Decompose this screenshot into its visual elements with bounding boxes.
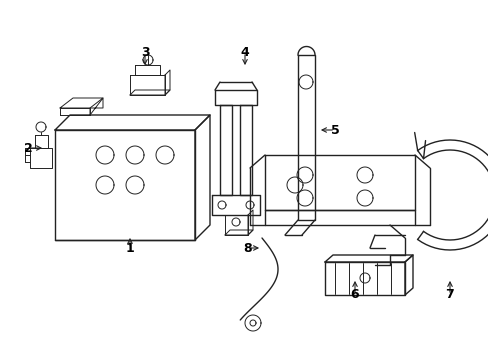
Text: 7: 7: [445, 288, 453, 302]
Text: 5: 5: [330, 123, 339, 136]
Text: 3: 3: [141, 45, 149, 58]
Text: 4: 4: [240, 45, 249, 58]
Text: 6: 6: [350, 288, 359, 302]
Text: 8: 8: [243, 242, 252, 255]
Text: 1: 1: [125, 242, 134, 255]
Text: 2: 2: [23, 141, 32, 154]
